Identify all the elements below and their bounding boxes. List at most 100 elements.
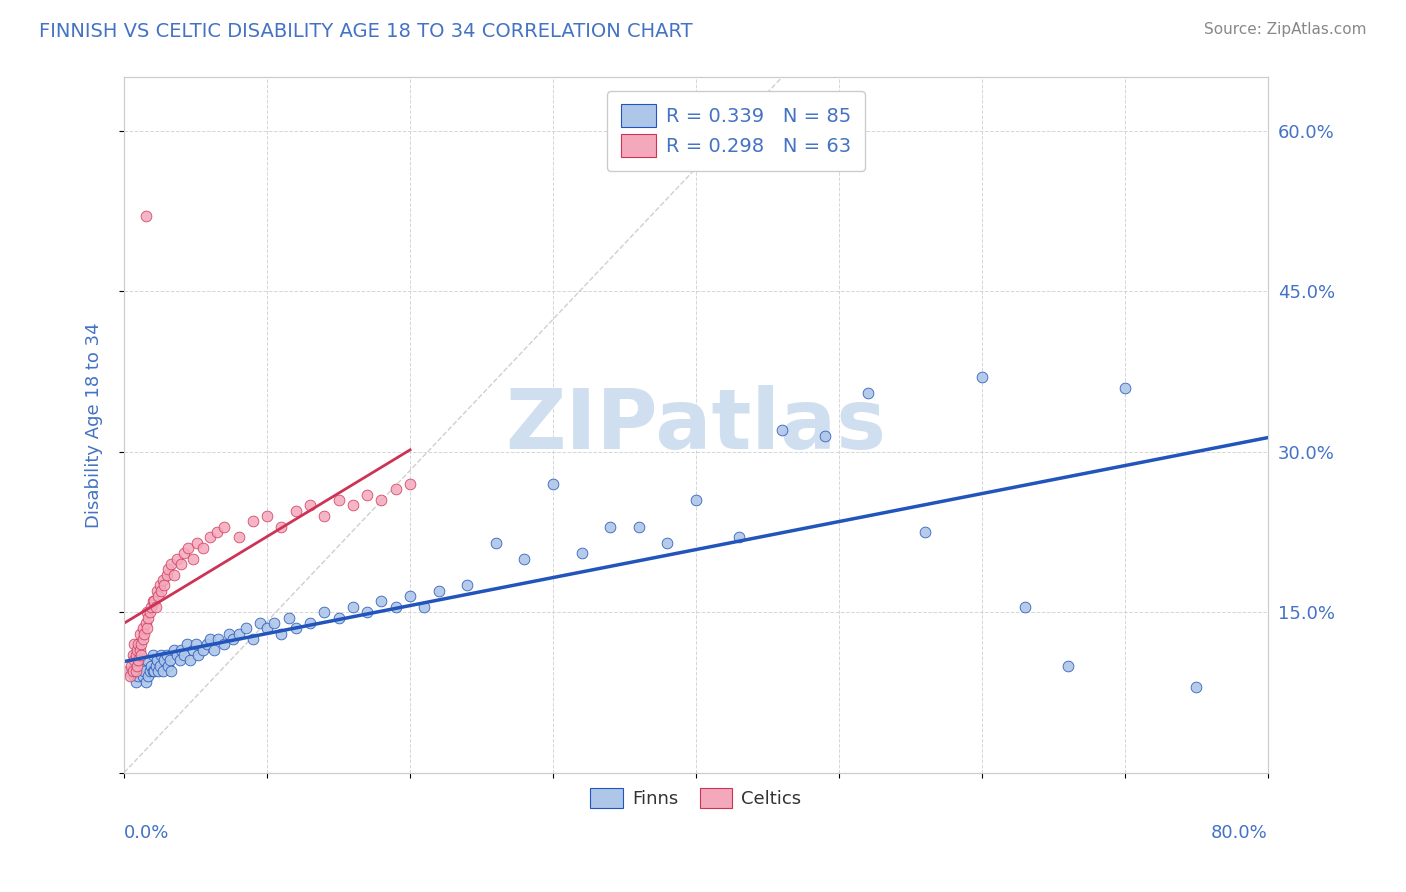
Point (284, 621, 307, 635)
Point (342, 599, 364, 614)
Point (152, 664, 174, 678)
Legend: Finns, Celtics: Finns, Celtics (583, 780, 808, 815)
Point (179, 653, 201, 667)
Point (205, 524, 228, 539)
Y-axis label: Disability Age 18 to 34: Disability Age 18 to 34 (86, 322, 103, 528)
Point (136, 621, 159, 635)
Point (184, 637, 207, 651)
Point (166, 648, 188, 662)
Point (163, 642, 186, 657)
Point (207, 632, 229, 646)
Point (139, 664, 162, 678)
Point (599, 519, 621, 533)
Point (249, 615, 271, 630)
Point (135, 615, 157, 630)
Point (856, 386, 879, 401)
Point (212, 519, 235, 533)
Point (124, 648, 146, 662)
Point (143, 664, 166, 678)
Text: Source: ZipAtlas.com: Source: ZipAtlas.com (1204, 22, 1367, 37)
Point (121, 648, 143, 662)
Point (120, 658, 142, 673)
Point (195, 637, 218, 651)
Point (485, 535, 508, 549)
Text: ZIPatlas: ZIPatlas (506, 384, 887, 466)
Point (135, 674, 157, 689)
Point (122, 669, 145, 683)
Point (384, 599, 406, 614)
Point (728, 530, 751, 544)
Point (166, 551, 188, 566)
Point (181, 642, 204, 657)
Point (202, 642, 225, 657)
Point (298, 498, 321, 512)
Point (270, 519, 292, 533)
Point (134, 626, 156, 640)
Point (160, 664, 183, 678)
Point (222, 632, 245, 646)
Point (370, 594, 392, 608)
Point (384, 482, 406, 496)
Point (228, 626, 250, 640)
Text: 0.0%: 0.0% (124, 824, 170, 842)
Point (146, 583, 169, 598)
Point (145, 658, 167, 673)
Point (127, 653, 149, 667)
Point (356, 605, 378, 619)
Point (146, 653, 169, 667)
Point (657, 535, 679, 549)
Point (136, 653, 159, 667)
Point (413, 599, 436, 614)
Point (159, 653, 181, 667)
Point (150, 583, 173, 598)
Point (191, 541, 214, 555)
Text: 80.0%: 80.0% (1211, 824, 1268, 842)
Point (242, 632, 264, 646)
Point (571, 546, 593, 560)
Point (181, 551, 204, 566)
Point (163, 567, 186, 582)
Point (148, 589, 170, 603)
Point (129, 658, 152, 673)
Point (160, 557, 183, 571)
Point (970, 370, 993, 384)
Point (685, 492, 707, 507)
Point (120, 664, 142, 678)
Point (399, 589, 422, 603)
Point (149, 658, 172, 673)
Point (399, 476, 422, 491)
Point (427, 583, 450, 598)
Point (141, 658, 163, 673)
Point (177, 541, 200, 555)
Point (187, 648, 209, 662)
Point (212, 637, 235, 651)
Point (127, 637, 149, 651)
Point (142, 594, 165, 608)
Point (1014, 599, 1036, 614)
Point (152, 573, 174, 587)
Point (145, 599, 167, 614)
Point (128, 664, 150, 678)
Point (513, 551, 536, 566)
Point (186, 535, 208, 549)
Point (124, 664, 146, 678)
Point (270, 626, 292, 640)
Point (150, 648, 173, 662)
Point (125, 642, 148, 657)
Point (125, 658, 148, 673)
Point (132, 669, 155, 683)
Point (124, 674, 146, 689)
Point (263, 615, 285, 630)
Point (342, 498, 364, 512)
Point (170, 642, 193, 657)
Point (135, 210, 157, 224)
Point (173, 648, 195, 662)
Point (1056, 658, 1078, 673)
Point (118, 669, 141, 683)
Point (121, 664, 143, 678)
Point (125, 664, 148, 678)
Point (914, 524, 936, 539)
Point (173, 546, 195, 560)
Point (129, 648, 152, 662)
Point (122, 653, 145, 667)
